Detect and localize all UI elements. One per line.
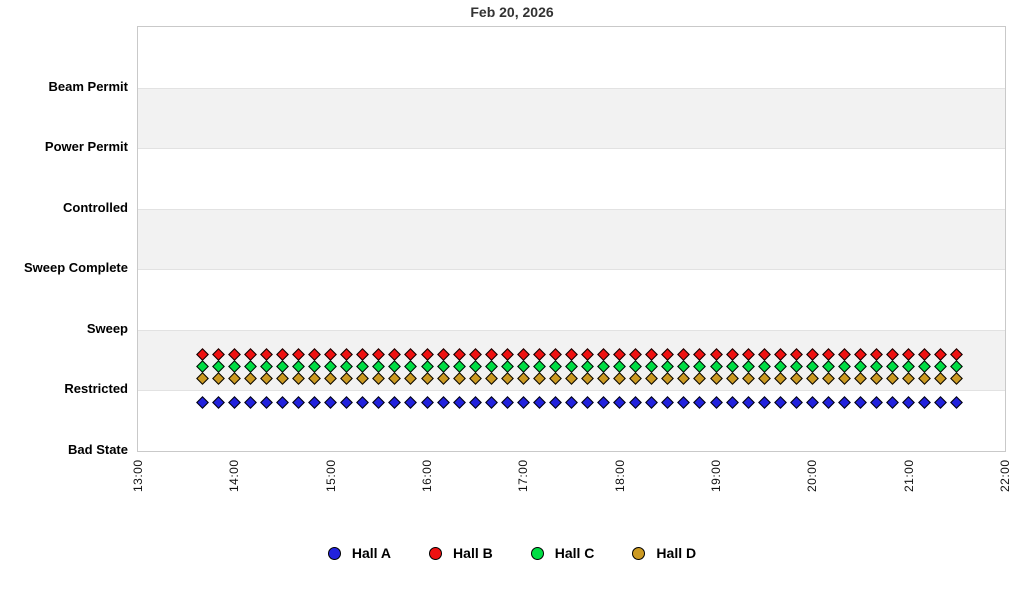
legend-label: Hall D — [656, 545, 697, 561]
data-point-hall-a — [822, 396, 835, 409]
legend-label: Hall B — [453, 545, 493, 561]
legend-label: Hall C — [554, 545, 595, 561]
data-point-hall-a — [549, 396, 562, 409]
x-axis-tick-label: 21:00 — [901, 459, 916, 492]
x-axis-tick-label: 15:00 — [323, 459, 338, 492]
x-axis-tick-label: 17:00 — [516, 459, 531, 492]
data-point-hall-a — [838, 396, 851, 409]
data-point-hall-a — [452, 396, 466, 409]
legend-item-hall-b: Hall B — [429, 545, 493, 561]
y-axis-label: Sweep Complete — [23, 260, 128, 276]
data-point-hall-a — [195, 396, 209, 409]
data-point-hall-a — [211, 396, 225, 409]
y-axis-label: Power Permit — [44, 139, 128, 155]
data-point-hall-a — [565, 396, 578, 409]
data-point-hall-a — [227, 396, 241, 409]
legend-item-hall-d: Hall D — [632, 545, 696, 561]
legend-item-hall-c: Hall C — [530, 545, 595, 561]
x-axis-tick-label: 22:00 — [998, 459, 1012, 492]
data-point-hall-a — [805, 396, 819, 409]
data-point-hall-a — [902, 396, 916, 409]
data-point-hall-a — [677, 396, 691, 409]
gridline — [138, 148, 1005, 149]
data-point-hall-a — [308, 396, 321, 409]
x-axis-tick-label: 18:00 — [612, 459, 627, 492]
x-axis-tick-label: 20:00 — [805, 459, 820, 492]
legend-marker-icon — [530, 546, 544, 560]
data-point-hall-a — [789, 396, 803, 409]
x-axis-tick-label: 19:00 — [709, 459, 723, 492]
x-axis-tick-label: 14:00 — [227, 459, 242, 492]
data-point-hall-a — [597, 396, 610, 409]
data-point-hall-a — [420, 396, 434, 409]
y-axis-label: Sweep — [86, 320, 128, 336]
data-point-hall-a — [773, 396, 787, 409]
data-point-hall-a — [356, 396, 370, 409]
gridline — [138, 390, 1005, 391]
data-point-hall-a — [340, 396, 354, 409]
y-axis-label: Bad State — [68, 442, 128, 457]
data-point-hall-a — [870, 396, 883, 409]
legend-marker-icon — [632, 546, 646, 560]
data-point-hall-a — [260, 396, 273, 409]
data-point-hall-a — [693, 396, 707, 409]
data-point-hall-a — [645, 396, 659, 409]
x-axis-tick-label: 13:00 — [131, 459, 145, 492]
data-point-hall-a — [725, 396, 739, 409]
category-band — [138, 208, 1005, 270]
plot-area — [137, 26, 1006, 452]
category-band — [138, 87, 1005, 149]
gridline — [138, 330, 1005, 331]
gridline — [138, 209, 1005, 210]
legend-label: Hall A — [351, 545, 392, 561]
data-point-hall-a — [886, 396, 899, 409]
legend: Hall A Hall B Hall C Hall D — [0, 540, 1024, 566]
chart-title: Feb 20, 2026 — [470, 4, 554, 20]
data-point-hall-a — [854, 396, 867, 409]
data-point-hall-a — [934, 396, 948, 409]
data-point-hall-a — [292, 396, 305, 409]
y-axis-label: Beam Permit — [48, 78, 128, 94]
data-point-hall-a — [613, 396, 627, 409]
data-point-hall-a — [581, 396, 594, 409]
data-point-hall-a — [436, 396, 450, 409]
data-point-hall-a — [500, 396, 514, 409]
data-point-hall-a — [757, 396, 771, 409]
legend-item-hall-a: Hall A — [327, 545, 392, 561]
gridline — [138, 88, 1005, 89]
data-point-hall-a — [324, 396, 338, 409]
data-point-hall-a — [516, 396, 530, 409]
data-point-hall-a — [741, 396, 755, 409]
data-point-hall-a — [661, 396, 675, 409]
data-point-hall-a — [950, 396, 964, 409]
data-point-hall-a — [372, 396, 386, 409]
y-axis-label: Restricted — [64, 381, 128, 397]
data-point-hall-a — [918, 396, 932, 409]
legend-marker-icon — [327, 546, 341, 560]
gridline — [138, 269, 1005, 270]
data-point-hall-a — [388, 396, 402, 409]
data-point-hall-a — [244, 396, 257, 409]
x-axis-tick-label: 16:00 — [420, 459, 434, 492]
data-point-hall-a — [709, 396, 723, 409]
data-point-hall-a — [404, 396, 418, 409]
data-point-hall-a — [276, 396, 289, 409]
data-point-hall-a — [533, 396, 546, 409]
data-point-hall-a — [468, 396, 482, 409]
legend-marker-icon — [429, 546, 443, 560]
data-point-hall-a — [484, 396, 498, 409]
data-point-hall-a — [629, 396, 643, 409]
y-axis-label: Controlled — [63, 199, 128, 215]
